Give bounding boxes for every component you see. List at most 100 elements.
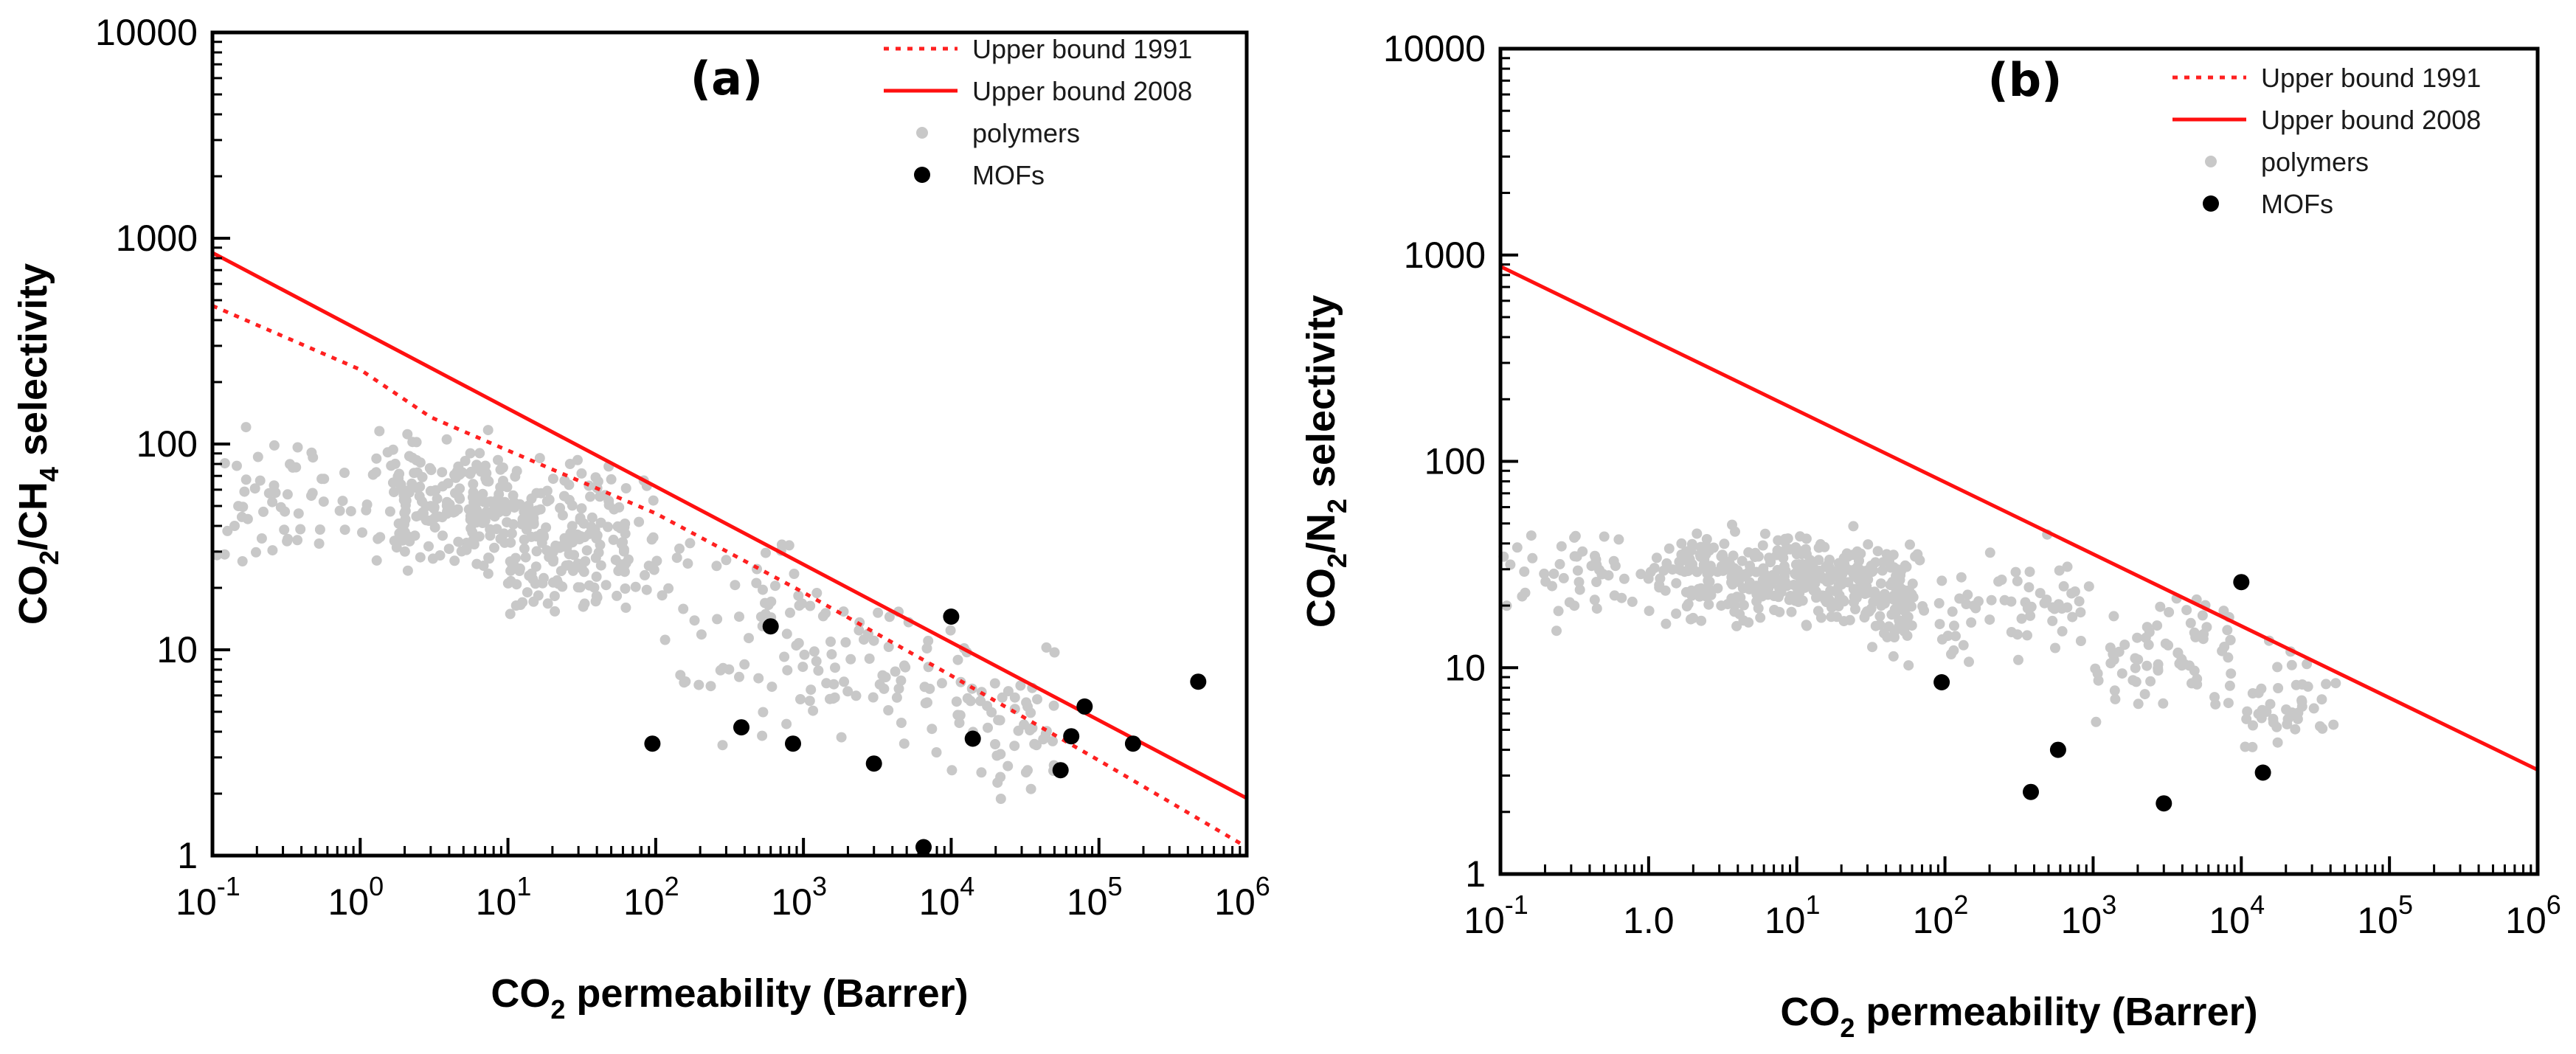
x-tick-label: 1.0 <box>1623 900 1675 941</box>
polymer-point <box>890 666 901 677</box>
polymer-point <box>1734 609 1745 620</box>
polymer-point <box>753 673 764 684</box>
polymer-point <box>1654 580 1665 591</box>
polymer-point <box>1843 577 1854 588</box>
polymer-point <box>1970 603 1981 614</box>
polymer-point <box>1726 572 1737 583</box>
mof-point <box>865 755 882 772</box>
polymer-point <box>2075 636 2086 646</box>
polymer-point <box>1949 620 1959 631</box>
polymer-point <box>2006 596 2017 607</box>
polymer-point <box>578 601 589 612</box>
polymer-point <box>1773 535 1784 546</box>
polymer-point <box>1025 783 1036 794</box>
polymer-point <box>1022 701 1033 712</box>
polymer-point <box>2092 668 2103 679</box>
polymer-point <box>1867 587 1878 598</box>
polymer-point <box>1775 575 1786 586</box>
polymer-point <box>1827 602 1837 613</box>
polymer-point <box>229 521 240 531</box>
polymer-point <box>883 705 894 715</box>
polymer-point <box>1801 620 1812 631</box>
polymer-point <box>552 575 563 586</box>
polymer-point <box>2013 654 2023 665</box>
mof-point <box>785 735 801 752</box>
polymer-point <box>608 534 619 545</box>
y-tick-label: 10 <box>1444 647 1486 688</box>
polymer-point <box>1993 576 2004 587</box>
polymer-point <box>2006 627 2017 637</box>
polymer-point <box>883 642 894 652</box>
y-tick-label: 1 <box>1465 853 1486 895</box>
polymer-point <box>1950 631 1961 642</box>
polymer-point <box>663 583 674 594</box>
polymer-point <box>2247 741 2258 752</box>
polymer-point <box>460 456 471 466</box>
polymer-point <box>1874 620 1886 631</box>
polymer-point <box>1658 565 1669 576</box>
polymer-point <box>674 543 685 554</box>
polymer-point <box>255 475 266 486</box>
y-tick-label: 100 <box>136 423 198 465</box>
polymer-point <box>1826 611 1837 623</box>
polymer-point <box>997 692 1008 703</box>
polymer-point <box>1762 589 1773 600</box>
polymer-point <box>1704 576 1715 587</box>
mof-point <box>1052 762 1069 779</box>
polymer-point <box>1643 573 1654 584</box>
polymer-point <box>2025 610 2036 621</box>
polymer-point <box>808 705 819 716</box>
polymer-point <box>269 440 280 451</box>
polymer-point <box>1962 589 1973 600</box>
polymer-point <box>497 462 508 473</box>
polymer-point <box>222 525 233 536</box>
polymer-point <box>569 549 580 561</box>
polymer-point <box>526 531 537 542</box>
polymer-point <box>2153 665 2164 676</box>
polymer-point <box>508 559 519 570</box>
polymer-point <box>2108 611 2119 622</box>
y-axis-title: CO2/CH4 selectivity <box>11 263 64 625</box>
polymer-point <box>399 546 410 557</box>
polymer-point <box>1708 542 1719 553</box>
polymer-point <box>1984 614 1995 625</box>
polymer-point <box>1517 591 1528 602</box>
polymer-point <box>2133 698 2144 710</box>
polymer-point <box>757 730 768 741</box>
polymer-point <box>1698 563 1709 574</box>
polymer-point <box>1933 597 1945 609</box>
polymer-point <box>453 461 464 472</box>
polymer-point <box>1009 692 1020 703</box>
polymer-point <box>900 662 911 673</box>
polymer-point <box>617 537 629 547</box>
polymer-point <box>1573 577 1585 588</box>
polymer-point <box>766 596 777 607</box>
polymer-point <box>1700 549 1711 560</box>
polymer-point <box>2142 660 2153 671</box>
polymer-point <box>482 425 494 436</box>
polymer-point <box>920 698 931 709</box>
polymer-point <box>461 544 472 555</box>
polymer-point <box>2132 632 2143 643</box>
polymer-point <box>1769 605 1780 615</box>
polymer-point <box>1693 583 1704 594</box>
x-tick-label: 103 <box>2061 890 2117 941</box>
polymer-point <box>393 473 404 484</box>
polymer-point <box>2226 668 2237 679</box>
polymer-point <box>744 633 754 644</box>
polymer-point <box>2198 628 2209 639</box>
polymer-point <box>2181 605 2192 616</box>
polymer-point <box>526 568 537 579</box>
polymer-point <box>1695 541 1706 552</box>
polymer-point <box>452 504 463 515</box>
polymer-point <box>478 509 489 520</box>
x-tick-label: 106 <box>1214 871 1270 923</box>
polymer-point <box>574 534 585 545</box>
polymer-point <box>371 453 382 464</box>
polymer-point <box>575 513 586 524</box>
polymer-point <box>730 580 741 591</box>
polymer-point <box>425 485 436 496</box>
polymer-point <box>781 718 792 729</box>
polymer-point <box>1590 550 1600 561</box>
legend-label: Upper bound 2008 <box>2261 105 2481 135</box>
